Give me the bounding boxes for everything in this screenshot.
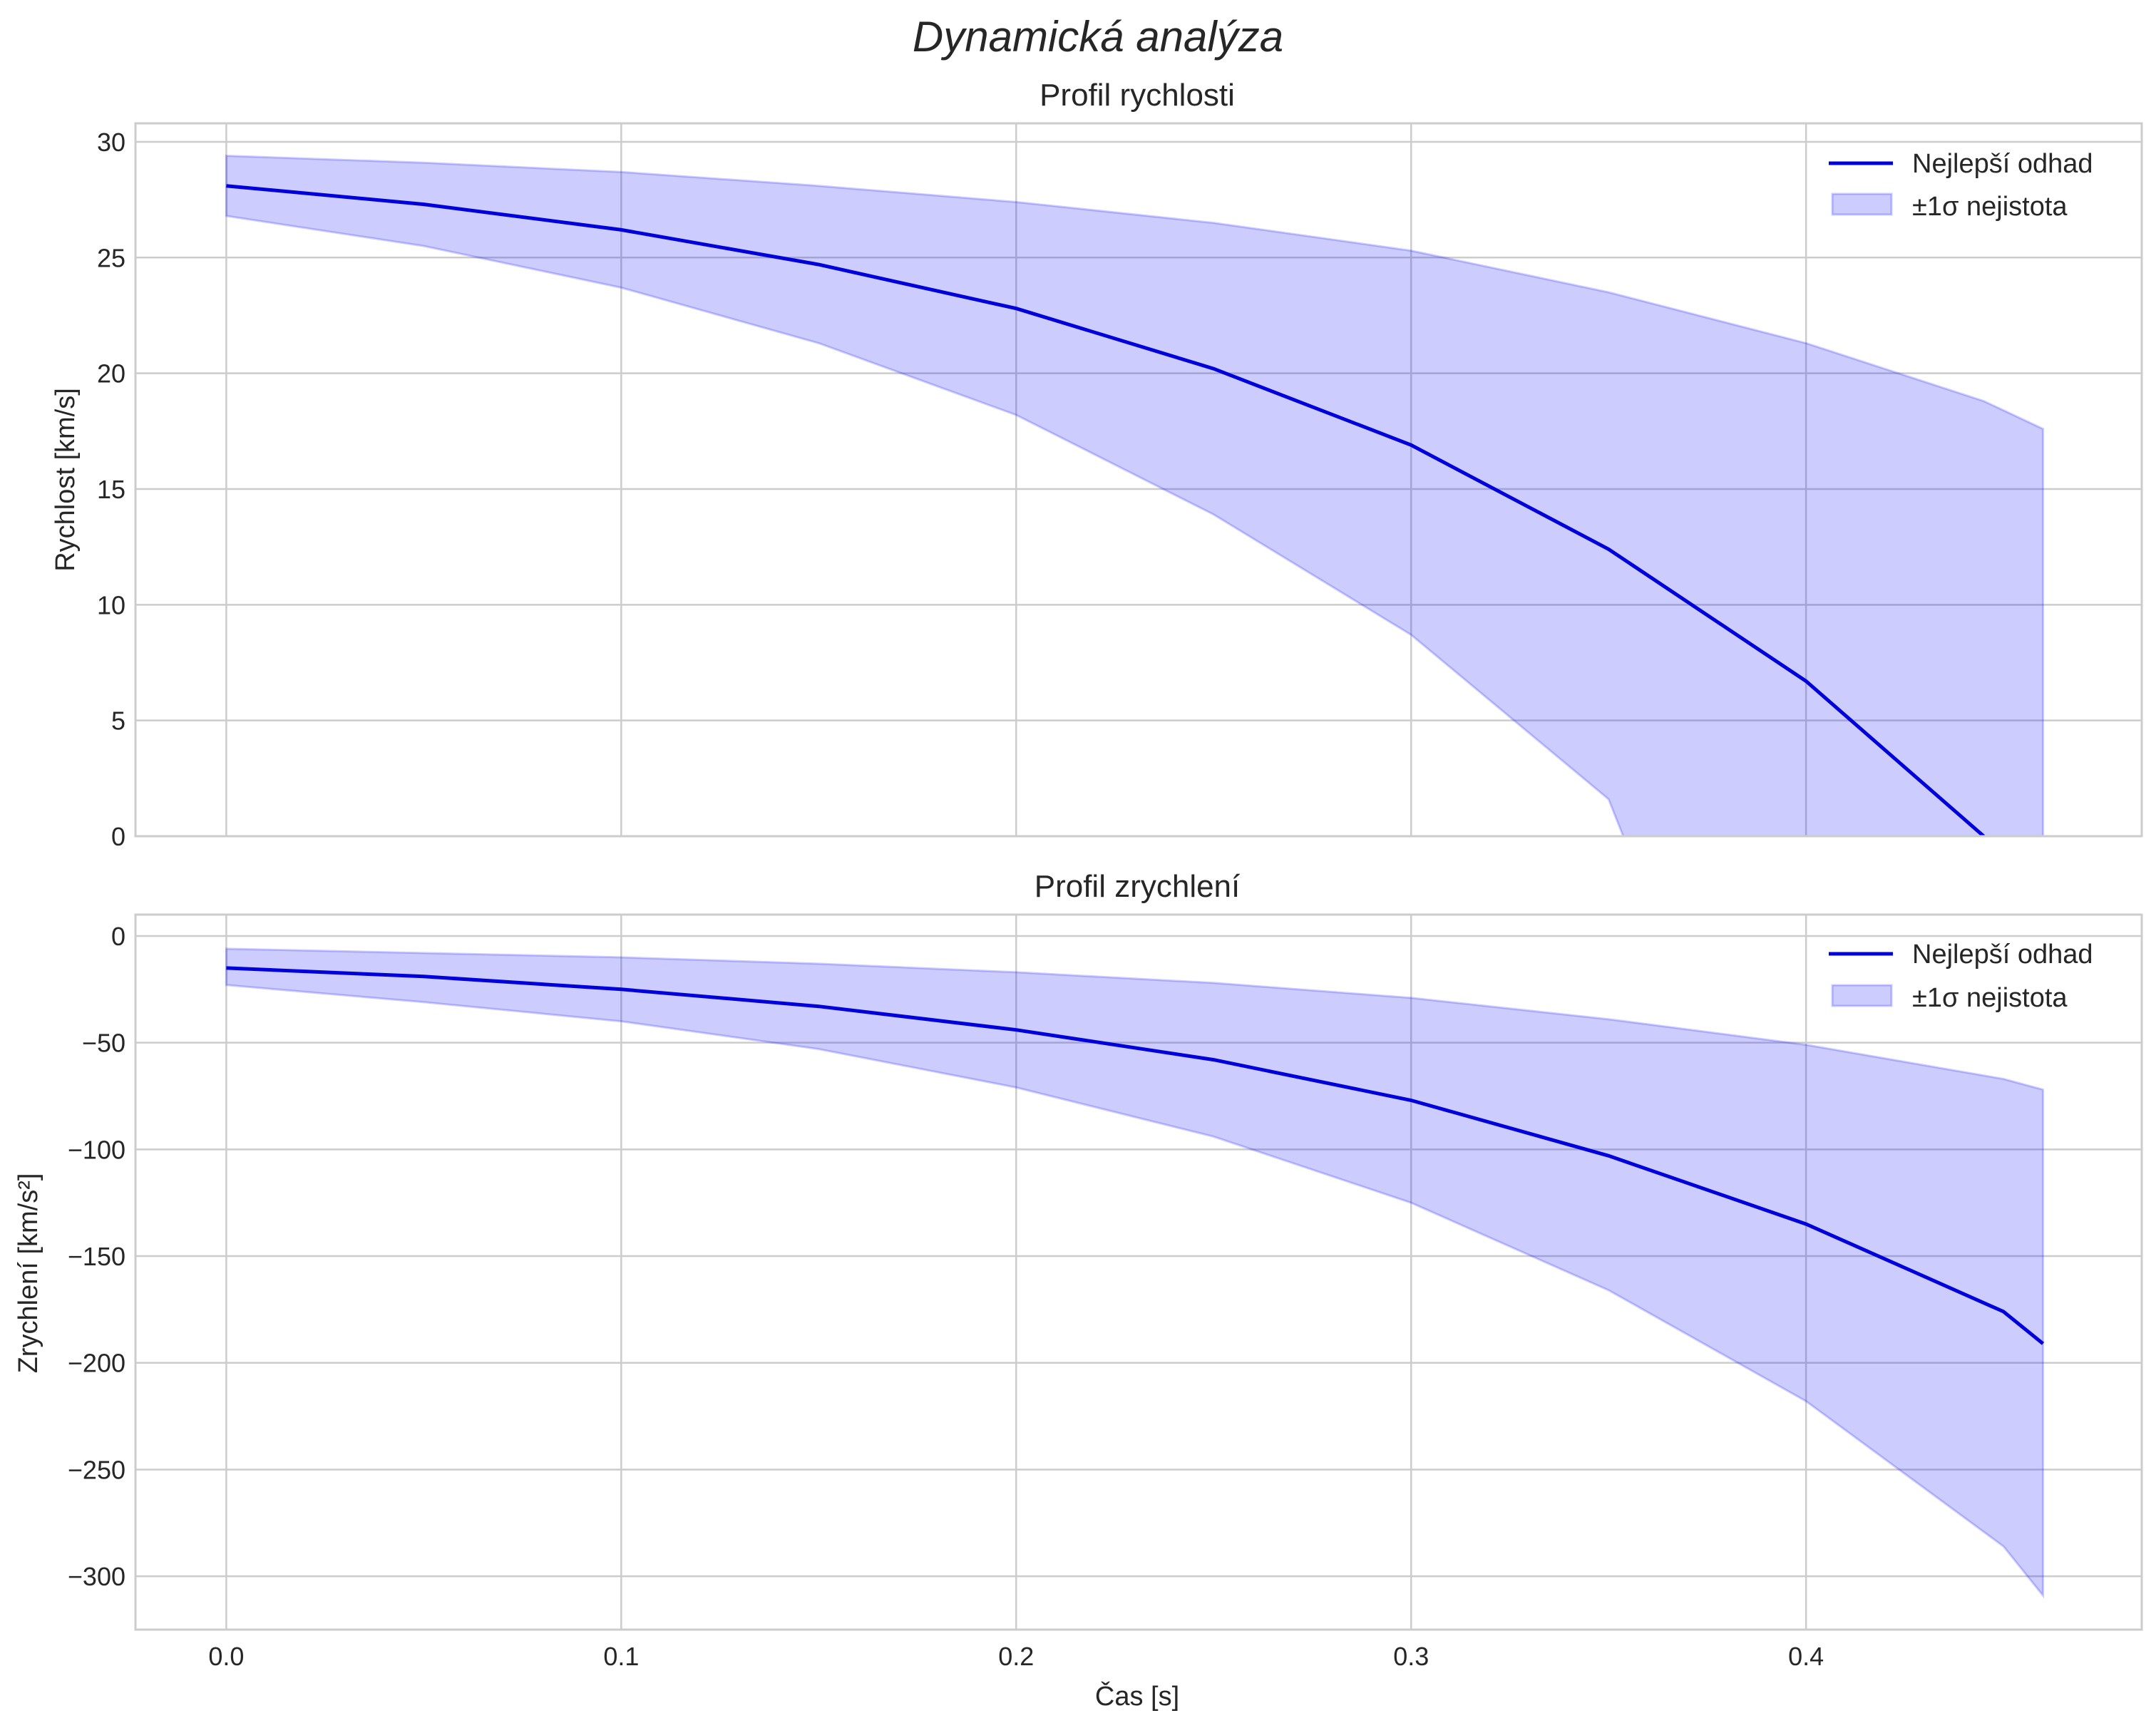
velocity-y-tick-label: 25 xyxy=(97,243,125,272)
acceleration-y-tick-label: −200 xyxy=(68,1349,125,1378)
acceleration-legend-band-label: ±1σ nejistota xyxy=(1912,983,2068,1013)
acceleration-best-estimate-line xyxy=(226,966,2045,1345)
velocity-y-tick-label: 0 xyxy=(111,822,125,851)
velocity-panel-title: Profil rychlosti xyxy=(1040,78,1235,113)
acceleration-y-tick-label: −150 xyxy=(68,1242,125,1271)
acceleration-x-tick-label: 0.4 xyxy=(1788,1642,1824,1671)
velocity-uncertainty-band xyxy=(225,154,2044,836)
velocity-legend-band-swatch xyxy=(1831,192,1893,216)
velocity-y-axis-label: Rychlost [km/s] xyxy=(51,388,81,572)
velocity-y-tick-label: 15 xyxy=(97,475,125,504)
acceleration-y-tick-label: −250 xyxy=(68,1455,125,1484)
acceleration-legend: Nejlepší odhad ±1σ nejistota xyxy=(1829,940,2093,1013)
acceleration-y-tick-label: 0 xyxy=(111,922,125,951)
velocity-panel: Profil rychlosti 0 5 10 15 20 25 30 Rychlost [… xyxy=(51,78,2143,851)
velocity-best-estimate-line xyxy=(226,184,1986,836)
acceleration-y-tick-label: −300 xyxy=(68,1562,125,1591)
velocity-y-tick-label: 10 xyxy=(97,590,125,619)
velocity-legend: Nejlepší odhad ±1σ nejistota xyxy=(1829,149,2093,222)
acceleration-panel-title: Profil zrychlení xyxy=(1035,869,1241,904)
velocity-y-tick-label: 5 xyxy=(111,706,125,736)
acceleration-y-tick-label: −100 xyxy=(68,1135,125,1164)
velocity-axes-frame xyxy=(134,122,2143,838)
x-axis-label: Čas [s] xyxy=(1095,1680,1179,1712)
acceleration-x-tick-label: 0.1 xyxy=(603,1642,639,1671)
velocity-y-tick-label: 30 xyxy=(97,128,125,157)
acceleration-y-tick-label: −50 xyxy=(82,1029,125,1058)
acceleration-panel: Profil zrychlení 0.0 0.1 0.2 0.3 0.4 0 −50 −100… xyxy=(14,869,2143,1712)
acceleration-axes-frame xyxy=(134,913,2143,1631)
acceleration-y-axis-label: Zrychlení [km/s²] xyxy=(14,1173,43,1374)
acceleration-legend-line-label: Nejlepší odhad xyxy=(1912,940,2093,970)
acceleration-legend-band-swatch xyxy=(1831,984,1893,1007)
velocity-legend-line-label: Nejlepší odhad xyxy=(1912,149,2093,179)
acceleration-x-tick-label: 0.0 xyxy=(208,1642,244,1671)
acceleration-x-tick-label: 0.3 xyxy=(1393,1642,1429,1671)
velocity-legend-band-label: ±1σ nejistota xyxy=(1912,192,2068,222)
acceleration-x-tick-label: 0.2 xyxy=(998,1642,1034,1671)
acceleration-plot-area: 0.0 0.1 0.2 0.3 0.4 0 −50 −100 −150 −200 −250 −300 xyxy=(68,913,2143,1671)
figure-title: Dynamická analýza xyxy=(913,13,1283,61)
acceleration-uncertainty-band xyxy=(225,947,2044,1599)
velocity-plot-area: 0 5 10 15 20 25 30 xyxy=(97,122,2143,851)
velocity-y-tick-label: 20 xyxy=(97,359,125,389)
